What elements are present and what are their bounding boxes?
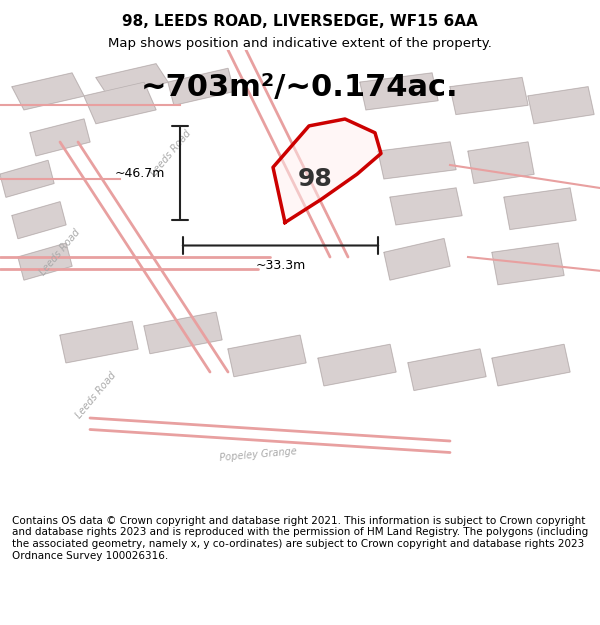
Polygon shape bbox=[492, 344, 570, 386]
Text: ~46.7m: ~46.7m bbox=[115, 166, 165, 179]
Polygon shape bbox=[318, 344, 396, 386]
Polygon shape bbox=[360, 73, 438, 110]
Text: 98: 98 bbox=[298, 167, 332, 191]
Text: Map shows position and indicative extent of the property.: Map shows position and indicative extent… bbox=[108, 38, 492, 51]
Polygon shape bbox=[273, 119, 381, 222]
Polygon shape bbox=[60, 321, 138, 362]
Text: Leeds Road: Leeds Road bbox=[74, 370, 118, 420]
Polygon shape bbox=[492, 243, 564, 284]
Polygon shape bbox=[504, 188, 576, 229]
Polygon shape bbox=[12, 73, 84, 110]
Text: Popeley Grange: Popeley Grange bbox=[219, 446, 297, 463]
Polygon shape bbox=[384, 239, 450, 280]
Text: Contains OS data © Crown copyright and database right 2021. This information is : Contains OS data © Crown copyright and d… bbox=[12, 516, 588, 561]
Polygon shape bbox=[12, 202, 66, 239]
Polygon shape bbox=[450, 78, 528, 114]
Polygon shape bbox=[390, 188, 462, 225]
Polygon shape bbox=[84, 82, 156, 124]
Polygon shape bbox=[468, 142, 534, 183]
Polygon shape bbox=[228, 335, 306, 377]
Text: Leeds Road: Leeds Road bbox=[149, 129, 193, 179]
Polygon shape bbox=[0, 161, 54, 198]
Polygon shape bbox=[168, 68, 234, 105]
Polygon shape bbox=[18, 243, 72, 280]
Polygon shape bbox=[528, 87, 594, 124]
Text: Leeds Road: Leeds Road bbox=[38, 228, 82, 278]
Polygon shape bbox=[408, 349, 486, 391]
Polygon shape bbox=[144, 312, 222, 354]
Polygon shape bbox=[30, 119, 90, 156]
Text: 98, LEEDS ROAD, LIVERSEDGE, WF15 6AA: 98, LEEDS ROAD, LIVERSEDGE, WF15 6AA bbox=[122, 14, 478, 29]
Polygon shape bbox=[96, 64, 168, 96]
Polygon shape bbox=[378, 142, 456, 179]
Text: ~33.3m: ~33.3m bbox=[256, 259, 305, 272]
Text: ~703m²/~0.174ac.: ~703m²/~0.174ac. bbox=[141, 73, 459, 102]
